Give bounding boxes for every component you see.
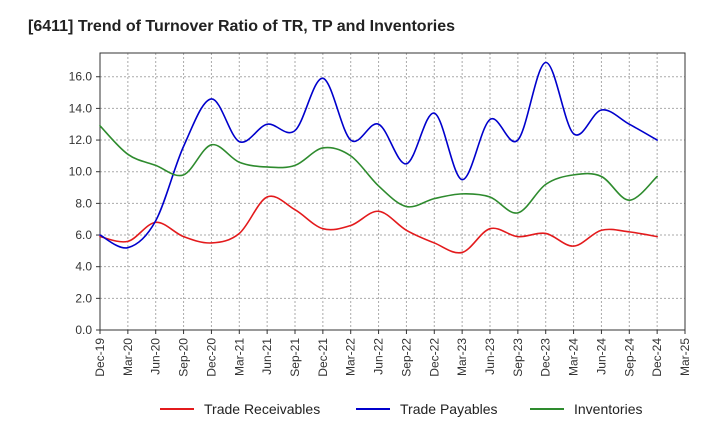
legend-label-trade-receivables: Trade Receivables: [204, 401, 320, 417]
y-tick-label: 16.0: [69, 70, 93, 84]
series-lines: [99, 61, 658, 254]
y-tick-label: 6.0: [75, 228, 92, 242]
plot-border: [99, 52, 686, 331]
x-tick-label: Mar-23: [455, 338, 469, 376]
x-tick-label: Mar-21: [232, 338, 246, 376]
plot-area: [100, 53, 685, 330]
y-tick-label: 4.0: [75, 260, 92, 274]
y-tick-label: 10.0: [69, 165, 93, 179]
x-tick-label: Sep-24: [622, 338, 636, 377]
y-tick-label: 0.0: [75, 323, 92, 337]
x-tick-label: Mar-22: [344, 338, 358, 376]
legend: Trade Receivables Trade Payables Inventori…: [160, 401, 642, 417]
x-tick-label: Mar-24: [567, 338, 581, 376]
x-tick-label: Sep-21: [288, 338, 302, 377]
y-tick-label: 8.0: [75, 196, 92, 210]
x-tick-label: Jun-24: [594, 338, 608, 375]
legend-label-inventories: Inventories: [574, 401, 642, 417]
x-tick-label: Jun-21: [260, 338, 274, 375]
x-tick-label: Dec-21: [316, 338, 330, 377]
x-tick-label: Sep-22: [399, 338, 413, 377]
x-tick-label: Dec-20: [204, 338, 218, 377]
x-tick-label: Dec-23: [539, 338, 553, 377]
chart-title: [6411] Trend of Turnover Ratio of TR, TP…: [28, 18, 455, 35]
grid-lines: [99, 53, 686, 331]
y-tick-label: 12.0: [69, 133, 93, 147]
y-tick-label: 2.0: [75, 291, 92, 305]
y-tick-label: 14.0: [69, 101, 93, 115]
series-line-trade-receivables: [99, 195, 658, 254]
x-tick-label: Mar-20: [121, 338, 135, 376]
x-tick-label: Dec-22: [427, 338, 441, 377]
x-tick-label: Jun-20: [149, 338, 163, 375]
x-tick-label: Jun-22: [372, 338, 386, 375]
axes: 0.0 2.0 4.0 6.0 8.0 10.0 12.0 14.0 16.0 Dec-19 Mar…: [69, 52, 692, 377]
series-line-trade-payables: [99, 61, 658, 249]
x-tick-label: Dec-24: [650, 338, 664, 377]
x-tick-label: Sep-20: [177, 338, 191, 377]
x-tick-label: Jun-23: [483, 338, 497, 375]
legend-label-trade-payables: Trade Payables: [400, 401, 498, 417]
x-tick-label: Sep-23: [511, 338, 525, 377]
x-tick-label: Dec-19: [93, 338, 107, 377]
series-line-inventories: [99, 125, 658, 214]
plot-background: [100, 53, 685, 330]
x-tick-label: Mar-25: [678, 338, 692, 376]
